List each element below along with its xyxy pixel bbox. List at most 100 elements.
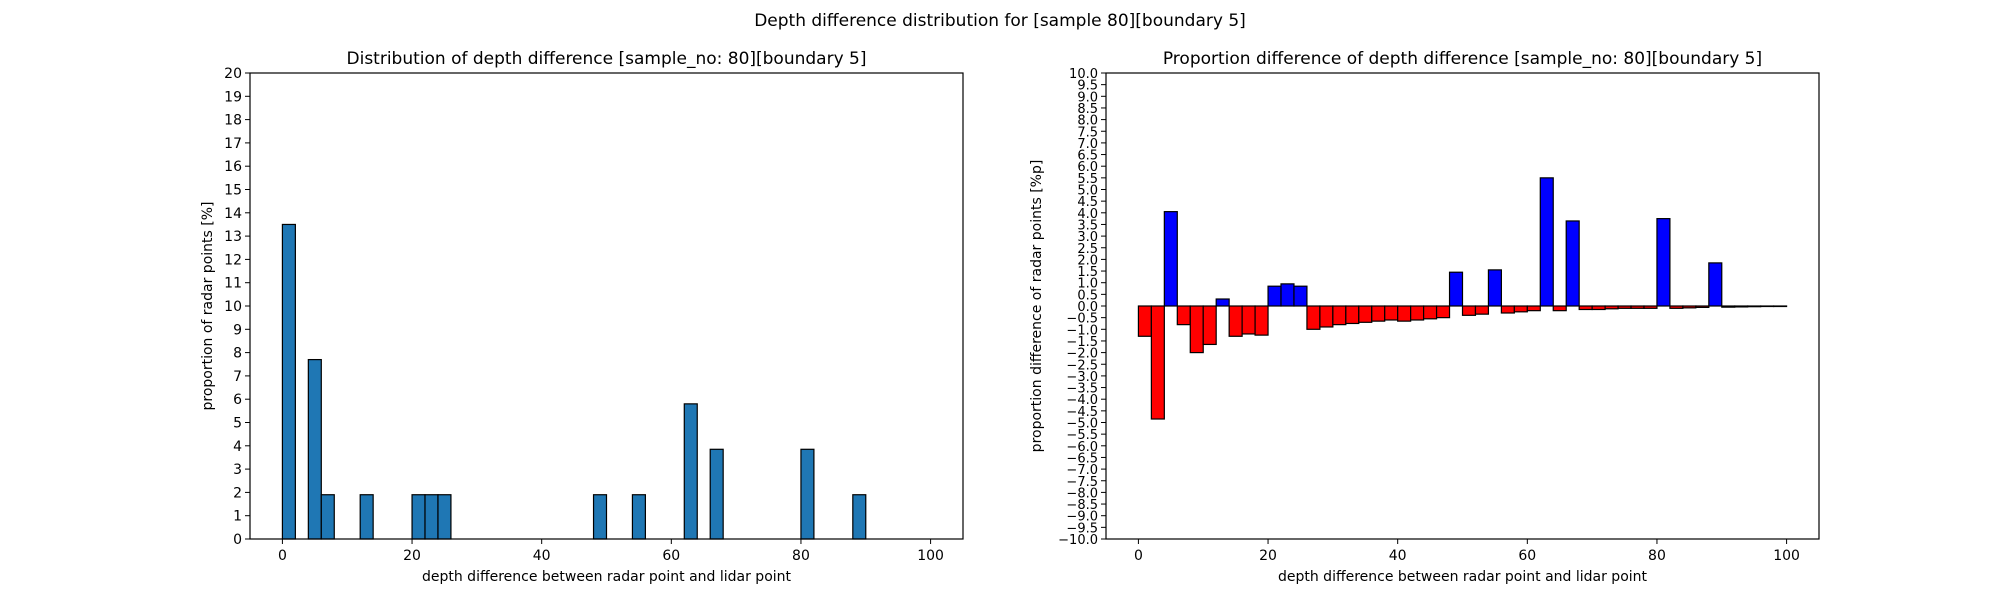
bar (1371, 305, 1386, 322)
bar (1539, 177, 1554, 307)
bar (307, 358, 322, 540)
y-tick-label: 6 (233, 392, 242, 408)
bar (1591, 305, 1606, 311)
x-tick-label: 20 (1259, 548, 1277, 564)
y-tick-label: −1.0 (1066, 323, 1098, 338)
y-tick-label: −4.0 (1066, 393, 1098, 408)
y-tick-label: 7.5 (1077, 125, 1098, 140)
bar (1410, 305, 1425, 321)
bar (1474, 305, 1490, 315)
bar (1604, 305, 1619, 310)
y-tick-label: 5.0 (1077, 184, 1098, 199)
plot-frame (249, 72, 964, 540)
y-tick-label: −3.5 (1066, 382, 1098, 397)
y-tick-label: −1.5 (1066, 335, 1098, 350)
bar (1526, 305, 1541, 312)
bar (1345, 305, 1360, 325)
y-tick-label: 10 (224, 299, 242, 315)
x-tick-label: 0 (1134, 548, 1143, 564)
bar (281, 223, 296, 540)
y-tick-label: −10.0 (1058, 533, 1098, 548)
y-tick-label: 3.0 (1077, 230, 1098, 245)
x-axis-label: depth difference between radar point and… (1278, 569, 1648, 585)
bar (1565, 220, 1580, 307)
bar (1358, 305, 1373, 323)
y-tick-label: 4.0 (1077, 207, 1098, 222)
y-tick-label: 14 (224, 206, 242, 222)
bar (1228, 305, 1243, 337)
bar (1669, 305, 1684, 309)
bar (1461, 305, 1477, 316)
y-tick-label: 18 (224, 113, 242, 129)
chart-title: Distribution of depth difference [sample… (347, 49, 867, 69)
y-tick-label: 7 (233, 369, 242, 385)
right-chart: Proportion difference of depth differenc… (1029, 49, 1820, 585)
y-axis-label: proportion of radar points [%] (200, 201, 216, 410)
y-tick-label: 9.5 (1077, 79, 1098, 94)
y-tick-label: −3.0 (1066, 370, 1098, 385)
y-tick-label: 2 (233, 485, 242, 501)
bar (1760, 305, 1775, 308)
bar (411, 494, 426, 540)
y-tick-label: 10.0 (1069, 67, 1098, 82)
y-tick-label: 6.5 (1077, 149, 1098, 164)
y-tick-label: 0.0 (1077, 300, 1098, 315)
y-tick-label: −7.5 (1066, 475, 1098, 490)
bar (1267, 285, 1282, 307)
y-tick-label: −8.0 (1066, 486, 1098, 501)
bar (1487, 269, 1502, 307)
bar (1176, 305, 1191, 326)
y-tick-label: 7.0 (1077, 137, 1098, 152)
x-tick-label: 60 (1518, 548, 1536, 564)
bar (1513, 305, 1528, 313)
y-tick-label: 19 (224, 89, 242, 105)
y-tick-label: −0.5 (1066, 312, 1098, 327)
bar (1332, 305, 1347, 326)
y-tick-label: −9.0 (1066, 510, 1098, 525)
bar (1293, 285, 1308, 307)
y-tick-label: −4.5 (1066, 405, 1098, 420)
bar (1306, 305, 1321, 330)
bar (1656, 218, 1671, 307)
bar (1435, 305, 1451, 319)
bar (1163, 211, 1178, 307)
x-tick-label: 80 (792, 548, 810, 564)
y-axis-label: proportion difference of radar points [%… (1029, 160, 1045, 453)
y-tick-label: 9 (233, 322, 242, 338)
bar (1630, 305, 1645, 309)
x-tick-label: 40 (1389, 548, 1407, 564)
bar (1137, 305, 1152, 337)
y-tick-label: 15 (224, 183, 242, 199)
bar (1617, 305, 1632, 309)
x-tick-label: 0 (278, 548, 287, 564)
chart-title: Proportion difference of depth differenc… (1163, 49, 1762, 69)
y-tick-label: 11 (224, 276, 242, 292)
bar (1643, 305, 1658, 309)
x-axis-label: depth difference between radar point and… (422, 569, 792, 585)
bar (1215, 298, 1230, 307)
bar (1448, 271, 1464, 307)
bar (592, 494, 608, 540)
y-tick-label: 4 (233, 439, 242, 455)
bar (709, 448, 724, 540)
y-tick-label: 9.0 (1077, 90, 1098, 105)
bar (1150, 305, 1165, 420)
y-tick-label: 0.5 (1077, 288, 1098, 303)
bar (1773, 305, 1788, 308)
bar (1241, 305, 1256, 335)
bar (1695, 305, 1710, 308)
bar (1254, 305, 1269, 336)
y-tick-label: −6.0 (1066, 440, 1098, 455)
y-tick-label: 8.0 (1077, 114, 1098, 129)
y-tick-label: −5.5 (1066, 428, 1098, 443)
bar (1708, 262, 1723, 307)
y-tick-label: 1.0 (1077, 277, 1098, 292)
figure-suptitle: Depth difference distribution for [sampl… (754, 11, 1246, 31)
y-tick-label: 5 (233, 416, 242, 432)
bar (1202, 305, 1217, 346)
bar (1734, 305, 1749, 308)
bar (631, 494, 646, 540)
bar (1500, 305, 1515, 314)
y-tick-label: 3 (233, 462, 242, 478)
left-chart: Distribution of depth difference [sample… (200, 49, 964, 585)
